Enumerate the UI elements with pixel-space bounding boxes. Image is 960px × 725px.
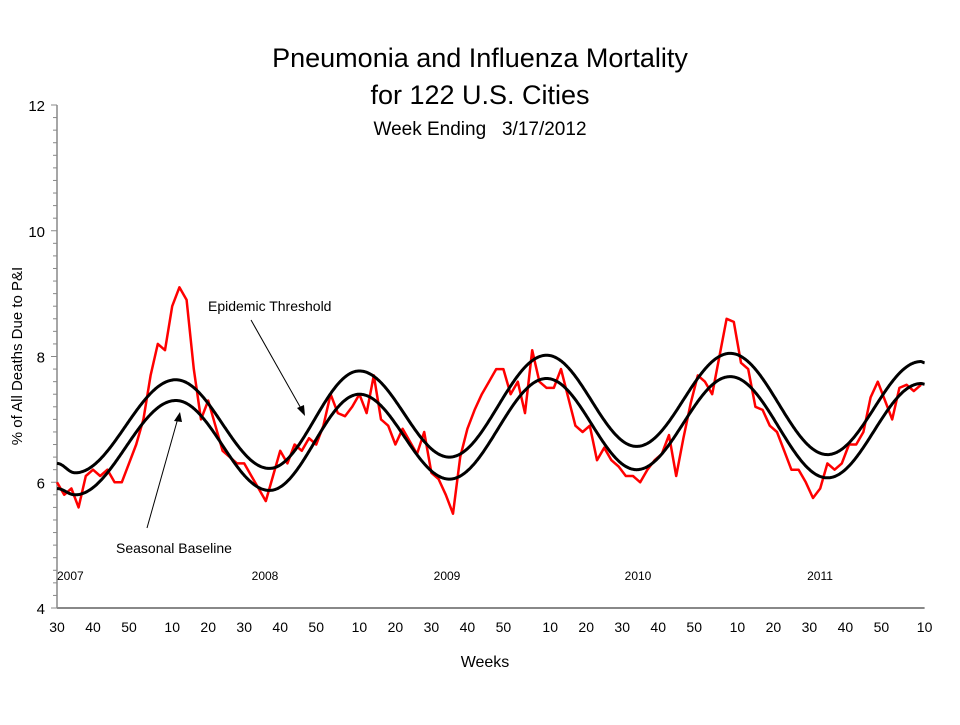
- x-tick-label: 10: [730, 619, 746, 635]
- series-lines: [57, 287, 925, 514]
- year-labels: 2007 2008 2009 2010 2011: [57, 569, 833, 583]
- y-tick-label: 4: [37, 601, 45, 618]
- y-tick-label: 10: [28, 224, 45, 241]
- year-label: 2011: [807, 569, 833, 583]
- x-tick-label: 40: [272, 619, 288, 635]
- x-tick-label: 50: [686, 619, 702, 635]
- x-tick-label: 20: [200, 619, 216, 635]
- x-axis: 30 40 50 10 20 30 40 50 10 20 30 40 50 10 20 30 40 50 10 20…: [49, 608, 932, 635]
- seasonal-baseline-label: Seasonal Baseline: [116, 540, 232, 556]
- x-tick-label: 50: [308, 619, 324, 635]
- x-tick-label: 20: [578, 619, 594, 635]
- observed-line: [57, 287, 921, 513]
- seasonal-baseline-arrow: [147, 418, 178, 528]
- x-tick-label: 10: [352, 619, 368, 635]
- epidemic-threshold-label: Epidemic Threshold: [208, 298, 331, 314]
- chart-subtitle: for 122 U.S. Cities: [370, 80, 589, 110]
- x-tick-label: 30: [424, 619, 440, 635]
- chart-week-ending: Week Ending 3/17/2012: [373, 119, 586, 140]
- y-tick-label: 12: [28, 98, 45, 115]
- x-tick-label: 40: [85, 619, 101, 635]
- x-tick-label: 40: [460, 619, 476, 635]
- seasonal-baseline-arrowhead: [174, 412, 182, 422]
- year-label: 2008: [252, 569, 279, 583]
- x-tick-label: 50: [121, 619, 137, 635]
- x-tick-label: 30: [802, 619, 818, 635]
- epidemic-threshold-arrow: [251, 320, 303, 412]
- x-tick-label: 50: [874, 619, 890, 635]
- x-tick-label: 30: [49, 619, 65, 635]
- x-tick-label: 30: [614, 619, 630, 635]
- x-tick-label: 50: [496, 619, 512, 635]
- x-tick-label: 30: [236, 619, 252, 635]
- y-tick-label: 8: [37, 350, 45, 367]
- x-tick-label: 40: [838, 619, 854, 635]
- y-tick-label: 6: [37, 475, 45, 492]
- x-tick-label: 20: [766, 619, 782, 635]
- year-label: 2009: [434, 569, 461, 583]
- baseline-line: [57, 377, 925, 495]
- year-label: 2007: [57, 569, 84, 583]
- year-label: 2010: [625, 569, 652, 583]
- x-axis-label: Weeks: [461, 654, 510, 671]
- x-tick-label: 10: [917, 619, 933, 635]
- x-tick-label: 10: [542, 619, 558, 635]
- y-axis: 4 6 8 10 12: [28, 98, 57, 618]
- chart-title: Pneumonia and Influenza Mortality: [272, 43, 688, 73]
- x-tick-label: 10: [164, 619, 180, 635]
- y-axis-label: % of All Deaths Due to P&I: [9, 267, 26, 445]
- x-tick-label: 20: [388, 619, 404, 635]
- epidemic-threshold-arrowhead: [297, 405, 305, 416]
- x-tick-label: 40: [650, 619, 666, 635]
- threshold-line: [57, 353, 925, 472]
